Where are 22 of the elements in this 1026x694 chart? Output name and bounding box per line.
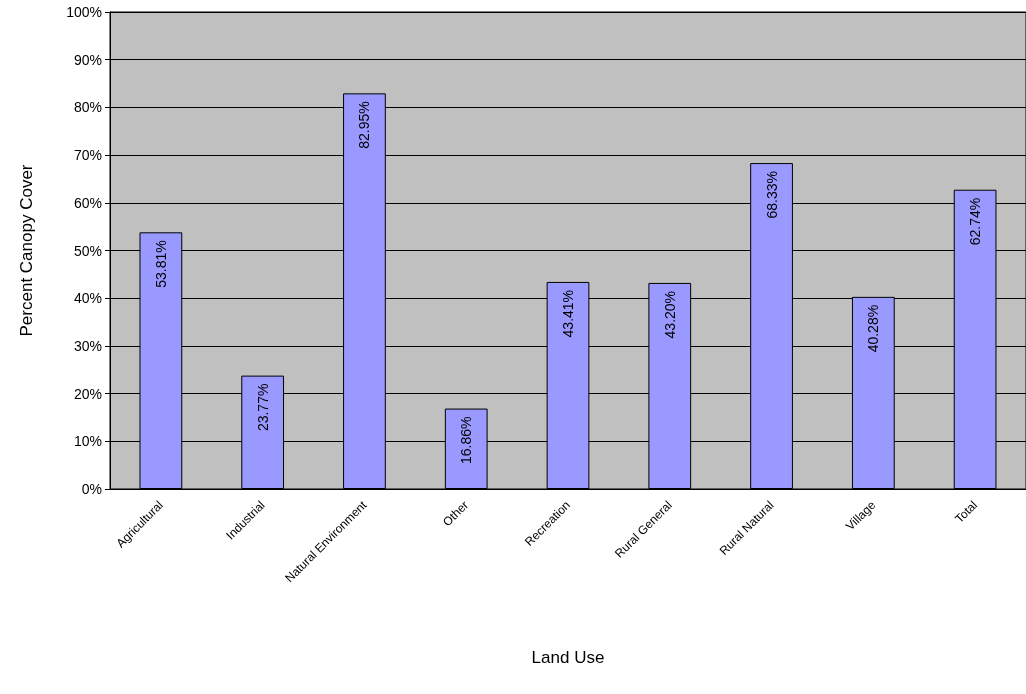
data-label: 53.81%	[152, 240, 169, 288]
y-tick-label: 80%	[73, 99, 102, 116]
y-tick-label: 100%	[66, 4, 102, 20]
y-tick-label: 70%	[73, 147, 102, 164]
y-tick-label: 50%	[73, 242, 102, 259]
data-label: 16.86%	[458, 416, 475, 465]
y-tick-label: 90%	[73, 51, 102, 68]
y-tick-label: 30%	[73, 337, 102, 354]
y-tick-label: 20%	[73, 385, 102, 402]
data-label: 40.28%	[865, 304, 882, 353]
y-tick-label: 10%	[73, 433, 102, 450]
y-axis-title: Percent Canopy Cover	[17, 164, 36, 337]
data-label: 43.20%	[661, 290, 678, 339]
data-label: 68.33%	[763, 171, 780, 219]
data-label: 82.95%	[356, 101, 373, 149]
data-label: 43.41%	[560, 289, 576, 338]
y-tick-label: 60%	[73, 194, 102, 211]
y-tick-label: 40%	[73, 290, 102, 307]
data-label: 23.77%	[254, 383, 271, 432]
data-label: 62.74%	[967, 197, 984, 246]
y-tick-label: 0%	[81, 481, 102, 497]
x-axis-title: Land Use	[531, 648, 605, 667]
